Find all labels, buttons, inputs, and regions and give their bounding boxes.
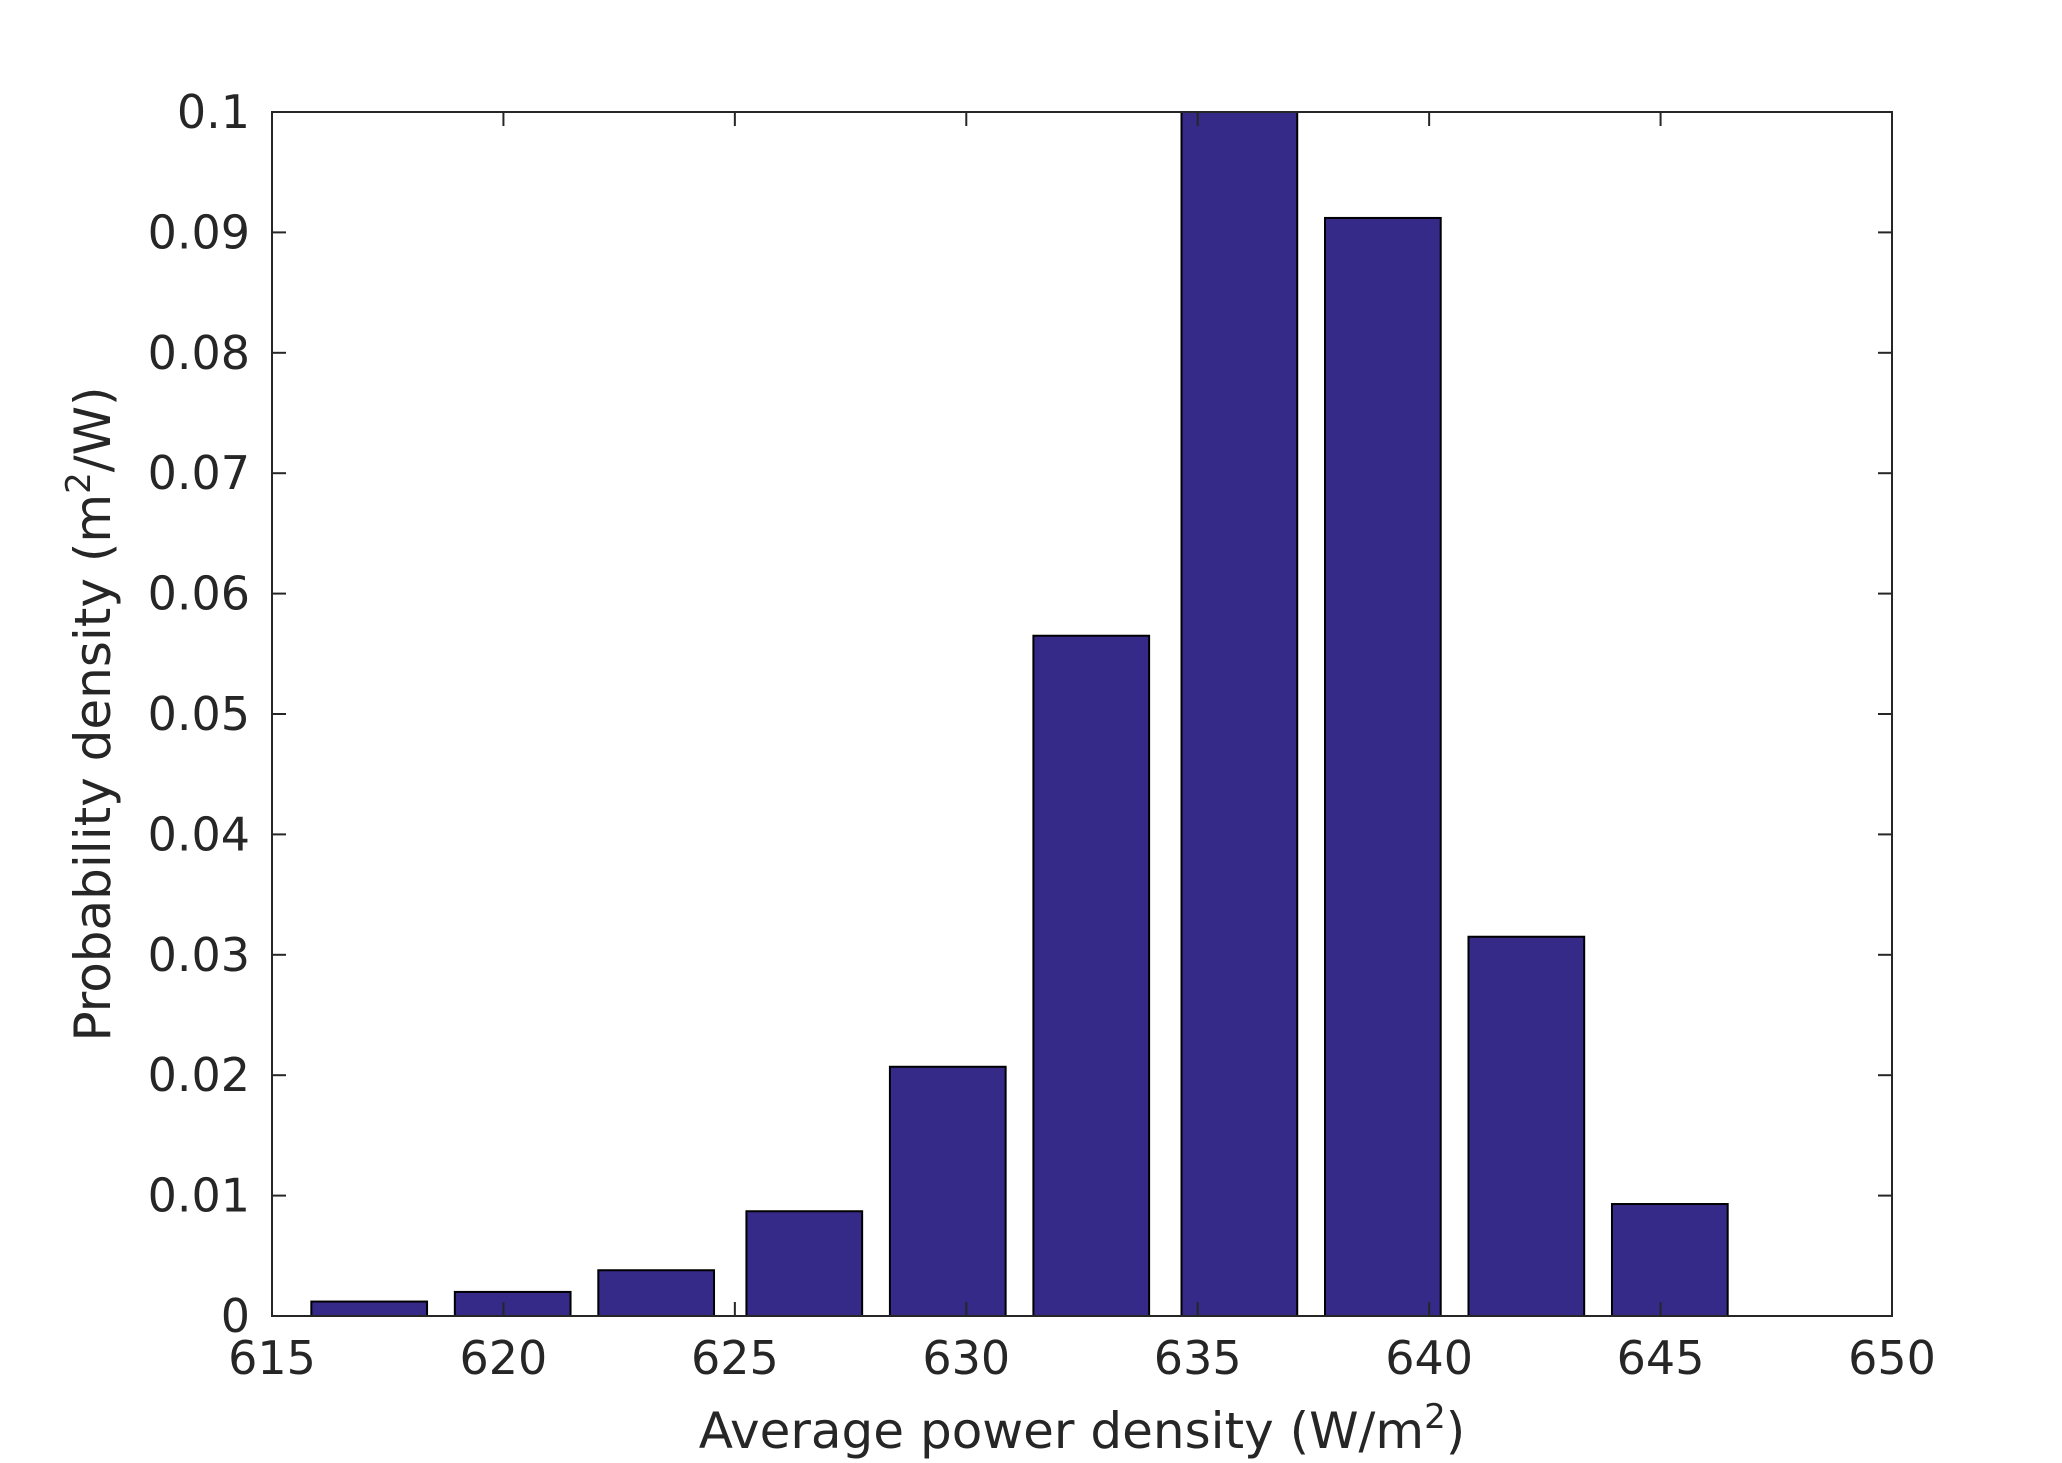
x-tick-label: 620 xyxy=(460,1331,548,1385)
y-axis-label-suffix: /W) xyxy=(64,386,122,472)
y-tick-label: 0.08 xyxy=(148,326,250,380)
y-axis-label: Probability density (m2/W) xyxy=(59,386,122,1041)
bar xyxy=(1180,111,1299,1317)
y-tick-label: 0 xyxy=(221,1289,250,1343)
x-tick-label: 630 xyxy=(922,1331,1010,1385)
x-tick-label: 635 xyxy=(1154,1331,1242,1385)
bar xyxy=(1032,634,1151,1317)
bars-group xyxy=(310,111,1729,1318)
bar xyxy=(1467,935,1586,1317)
axes-box xyxy=(271,111,1893,1317)
bar xyxy=(888,1065,1007,1317)
y-tick-label: 0.06 xyxy=(148,567,250,621)
x-axis-label: Average power density (W/m2) xyxy=(699,1397,1466,1460)
x-tick-label: 625 xyxy=(691,1331,779,1385)
y-tick-label: 0.01 xyxy=(148,1169,250,1223)
y-tick-label: 0.09 xyxy=(148,205,250,259)
tick-labels-group: 615 620 625 630 635 640 645 650 0 0.01 0.02 0.03 0.0… xyxy=(148,85,1936,1385)
y-tick-label: 0.05 xyxy=(148,687,250,741)
x-tick-label: 650 xyxy=(1848,1331,1936,1385)
x-tick-label: 615 xyxy=(228,1331,316,1385)
bar xyxy=(310,1300,429,1318)
y-tick-label: 0.04 xyxy=(148,807,250,861)
x-tick-label: 640 xyxy=(1385,1331,1473,1385)
bar xyxy=(453,1290,572,1318)
y-tick-label: 0.1 xyxy=(177,85,250,139)
bar xyxy=(745,1210,864,1317)
bar xyxy=(1610,1203,1729,1317)
bar xyxy=(1324,216,1442,1317)
y-tick-label: 0.07 xyxy=(148,446,250,500)
x-axis-label-main: Average power density (W/m xyxy=(699,1402,1424,1460)
bar xyxy=(597,1269,716,1318)
x-tick-label: 645 xyxy=(1617,1331,1705,1385)
y-axis-label-main: Probability density (m xyxy=(64,494,122,1042)
x-axis-label-suffix: ) xyxy=(1446,1402,1466,1460)
x-axis-label-sup: 2 xyxy=(1424,1397,1446,1437)
y-tick-label: 0.02 xyxy=(148,1048,250,1102)
y-axis-label-sup: 2 xyxy=(59,472,99,494)
y-tick-label: 0.03 xyxy=(148,928,250,982)
